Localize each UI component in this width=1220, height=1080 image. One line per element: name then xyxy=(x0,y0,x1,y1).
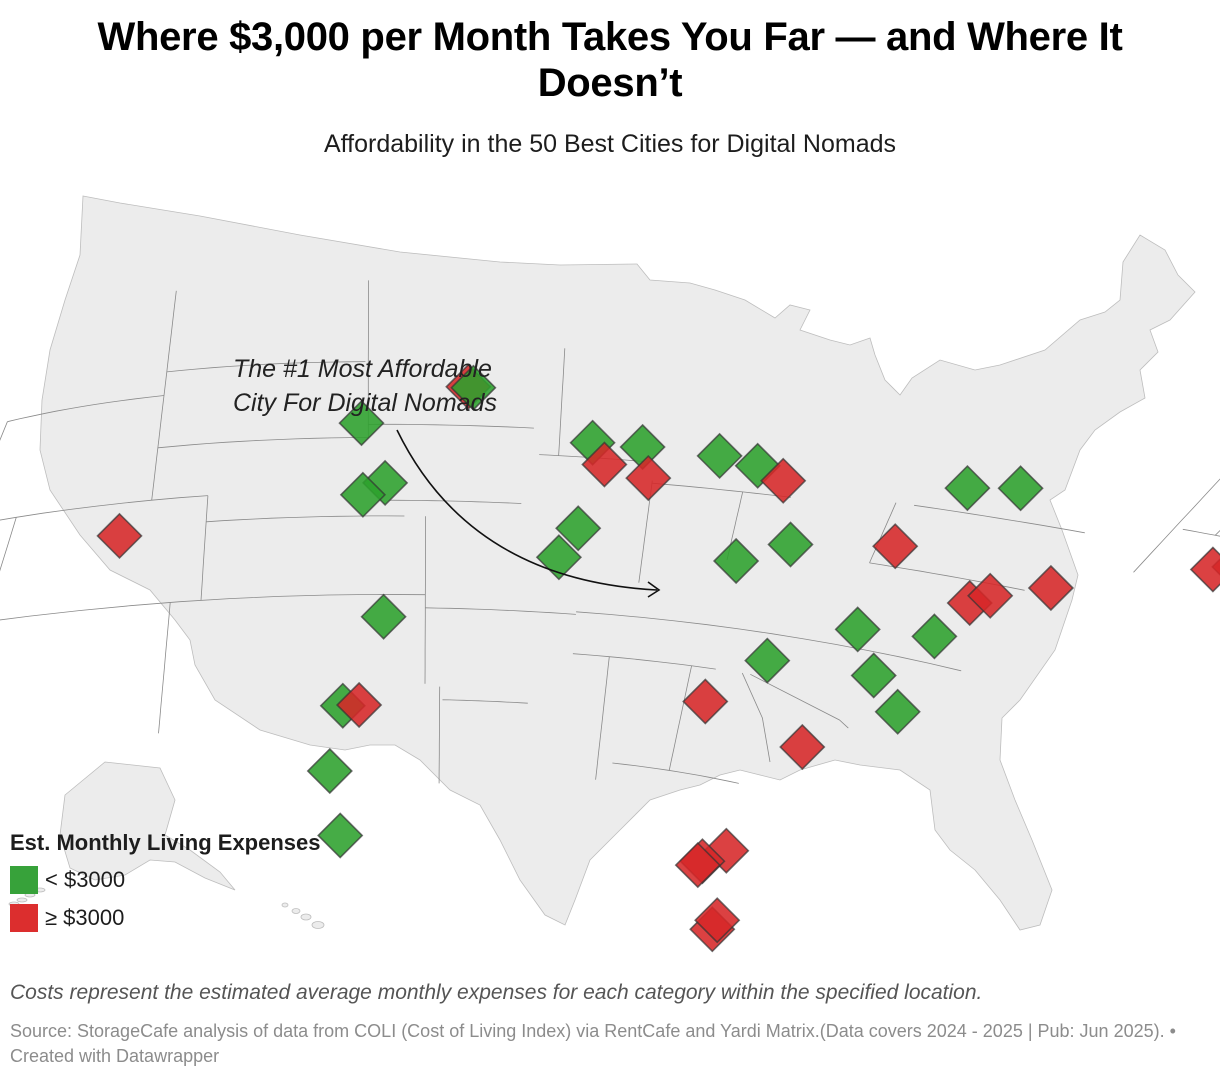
border-al-ga xyxy=(668,665,692,771)
border-ks-mo-ok-ar xyxy=(424,516,426,684)
border-ar-la xyxy=(442,699,528,704)
border-in-mi xyxy=(651,482,791,498)
annotation-line-2: City For Digital Nomads xyxy=(233,389,497,417)
city-marker-under[interactable] xyxy=(911,613,958,660)
border-pa-ny xyxy=(914,504,1085,534)
legend-item-over: ≥ $3000 xyxy=(10,904,321,932)
border-vt-nh xyxy=(1214,530,1220,536)
legend-swatch-under xyxy=(10,866,38,894)
city-marker-over[interactable] xyxy=(779,723,826,771)
us-map xyxy=(0,195,1220,953)
border-wy-mt-dakotas xyxy=(151,290,177,501)
border-four-corners xyxy=(0,593,426,621)
border-sd-ne xyxy=(157,437,369,449)
border-ms-al xyxy=(595,656,610,780)
city-marker-over[interactable] xyxy=(1027,564,1075,612)
city-marker-over[interactable] xyxy=(1189,546,1220,593)
chart-title: Where $3,000 per Month Takes You Far — a… xyxy=(97,15,1123,105)
arrow-line xyxy=(396,429,658,591)
map-annotation: The #1 Most Affordable City For Digital … xyxy=(233,352,497,420)
border-ky-tn-va-nc xyxy=(576,611,962,672)
city-marker-over[interactable] xyxy=(694,897,741,944)
city-marker-over[interactable] xyxy=(760,457,807,504)
border-mo-ar xyxy=(425,607,576,615)
city-marker-under[interactable] xyxy=(712,537,760,585)
city-marker-under[interactable] xyxy=(338,399,385,447)
city-marker-over[interactable] xyxy=(581,441,628,488)
border-ne-ks xyxy=(206,515,405,523)
city-marker-over[interactable] xyxy=(335,681,383,729)
border-ia-mo xyxy=(389,499,522,504)
city-marker-under[interactable] xyxy=(850,652,897,699)
land-island xyxy=(300,913,312,921)
border-ut-co-ne xyxy=(0,495,208,521)
city-marker-under[interactable] xyxy=(944,464,991,512)
border-wi-mn xyxy=(558,348,566,456)
city-markers xyxy=(96,363,1220,953)
legend-label-under: < $3000 xyxy=(45,867,126,892)
border-az-nm xyxy=(0,517,17,572)
chart-notes: Costs represent the estimated average mo… xyxy=(10,981,983,1004)
legend-item-under: < $3000 xyxy=(10,866,321,894)
city-marker-under[interactable] xyxy=(339,471,387,518)
legend-label-over: ≥ $3000 xyxy=(45,905,125,930)
city-marker-under[interactable] xyxy=(997,465,1044,512)
city-marker-under[interactable] xyxy=(767,521,814,568)
city-marker-under[interactable] xyxy=(317,812,364,859)
border-nc-sc xyxy=(750,673,849,729)
city-marker-over[interactable] xyxy=(682,678,729,725)
border-ma-north xyxy=(1182,528,1220,537)
border-id-wy xyxy=(0,421,8,441)
chart-subtitle: Affordability in the 50 Best Cities for … xyxy=(323,130,897,158)
land-island xyxy=(16,897,28,903)
border-nm-tx xyxy=(158,602,171,734)
border-tx-la xyxy=(438,686,441,784)
border-nd-sd xyxy=(166,361,366,373)
city-marker-under[interactable] xyxy=(555,505,602,552)
land-alaska xyxy=(59,761,236,891)
arrow-head xyxy=(647,581,661,598)
city-marker-over[interactable] xyxy=(674,841,721,889)
legend-title: Est. Monthly Living Expenses xyxy=(10,830,321,855)
land-island xyxy=(311,921,325,929)
border-co-ks xyxy=(200,495,209,601)
annotation-arrow xyxy=(396,429,661,598)
land-island xyxy=(281,902,289,908)
city-marker-under[interactable] xyxy=(834,606,881,653)
border-ny-new-england xyxy=(1133,478,1220,573)
city-marker-under[interactable] xyxy=(744,637,791,684)
border-sc-ga xyxy=(741,672,771,763)
border-tn-south xyxy=(572,653,716,670)
land-contiguous-us xyxy=(39,195,1196,931)
city-marker-under[interactable] xyxy=(874,688,921,735)
city-marker-under[interactable] xyxy=(360,593,407,640)
legend: Est. Monthly Living Expenses < $3000 ≥ $… xyxy=(10,830,321,932)
border-mn-ia xyxy=(368,423,534,429)
land-island xyxy=(291,908,301,914)
border-mt-wy xyxy=(7,395,165,423)
city-marker-over[interactable] xyxy=(625,454,672,502)
chart-source: Source: StorageCafe analysis of data fro… xyxy=(10,1021,1176,1066)
city-marker-under[interactable] xyxy=(450,364,497,411)
border-oh-pa xyxy=(869,502,897,564)
city-marker-over[interactable] xyxy=(96,512,143,560)
city-marker-under[interactable] xyxy=(696,432,743,480)
city-marker-under[interactable] xyxy=(306,747,353,795)
city-marker-over[interactable] xyxy=(967,572,1014,619)
border-fl-north xyxy=(612,762,739,784)
legend-swatch-over xyxy=(10,904,38,932)
city-marker-over[interactable] xyxy=(872,523,919,570)
annotation-line-1: The #1 Most Affordable xyxy=(233,355,492,383)
map-land xyxy=(8,195,1196,931)
